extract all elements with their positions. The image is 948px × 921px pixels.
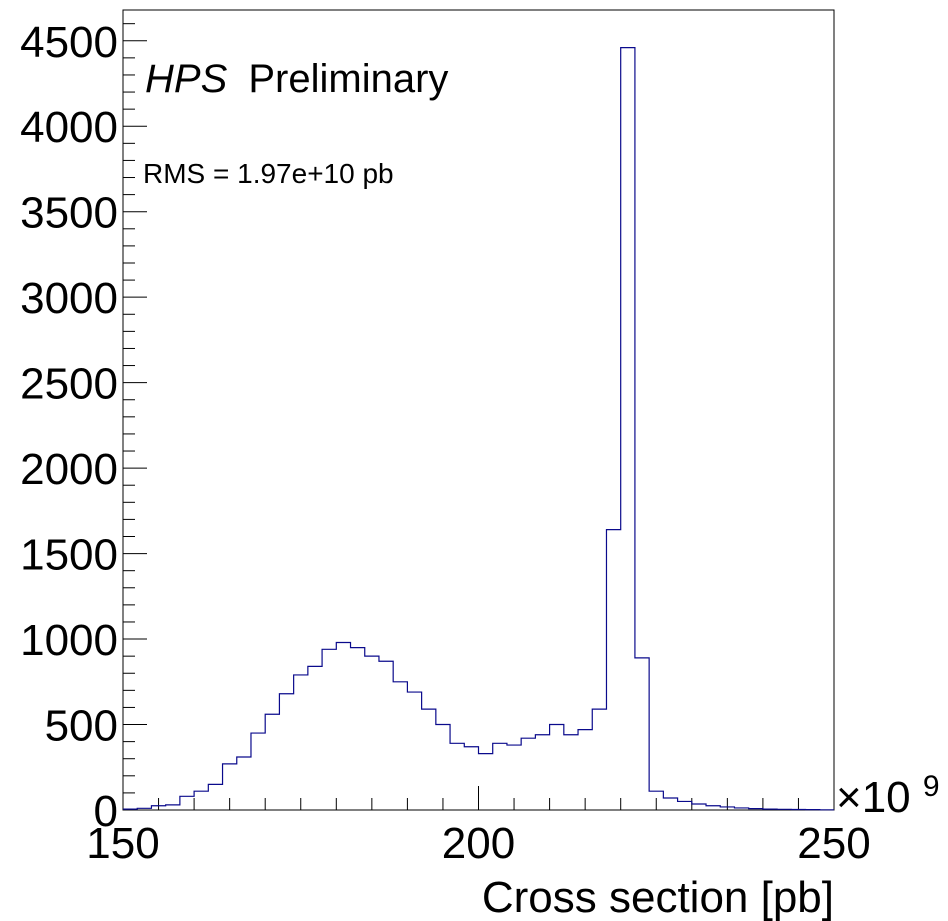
title-rest: Preliminary — [248, 57, 448, 101]
axis-ticks — [122, 23, 835, 811]
y-tick-labels: 0 500 1000 1500 2000 2500 3000 3500 4000 4500 — [20, 18, 118, 836]
y-tick-label: 2000 — [20, 445, 118, 494]
x-tick-label: 200 — [442, 819, 515, 868]
y-tick-label: 1500 — [20, 531, 118, 580]
histogram-series-line — [123, 47, 834, 811]
y-tick-label: 0 — [94, 787, 118, 836]
title-italic: HPS — [145, 57, 228, 101]
x-tick-label: 150 — [86, 819, 159, 868]
y-tick-label: 4500 — [20, 18, 118, 67]
multiplier-base: ×10 — [836, 773, 911, 822]
x-axis-title: Cross section [pb] — [482, 873, 834, 921]
plot-frame — [122, 9, 835, 811]
y-tick-label: 500 — [45, 702, 118, 751]
y-tick-label: 1000 — [20, 616, 118, 665]
x-tick-labels: 150 200 250 — [86, 819, 870, 868]
rms-annotation: RMS = 1.97e+10 pb — [143, 158, 394, 189]
x-tick-label: 250 — [797, 819, 870, 868]
multiplier-exponent: 9 — [923, 770, 940, 803]
y-tick-label: 2500 — [20, 360, 118, 409]
chart-title: HPS Preliminary — [145, 57, 448, 101]
y-tick-label: 3500 — [20, 189, 118, 238]
x-axis-multiplier: ×10 9 — [836, 770, 940, 822]
y-tick-label: 4000 — [20, 103, 118, 152]
y-tick-label: 3000 — [20, 274, 118, 323]
